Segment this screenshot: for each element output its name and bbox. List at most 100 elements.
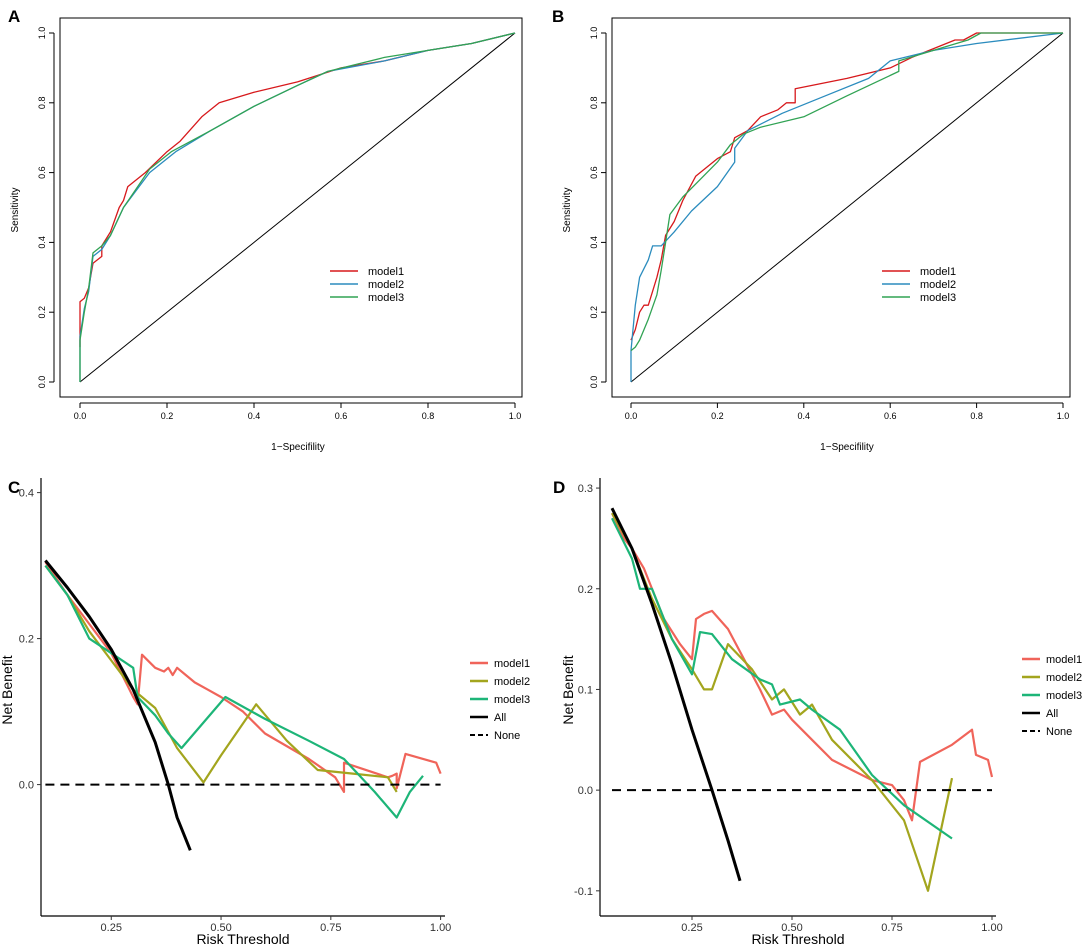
y-axis-label: Net Benefit bbox=[0, 655, 15, 724]
plot-frame bbox=[611, 17, 1071, 398]
y-axis: 0.0 0.2 0.4 bbox=[19, 478, 42, 916]
x-axis: 0.25 0.50 0.75 1.00 bbox=[41, 915, 451, 934]
x-tick-label: 0.75 bbox=[320, 922, 341, 934]
series-line-model3 bbox=[79, 32, 516, 382]
panel-letter: C bbox=[8, 478, 20, 497]
legend: model1 model2 model3 All None bbox=[470, 658, 530, 742]
x-tick-label: 1.0 bbox=[509, 411, 522, 421]
series-line-model3 bbox=[44, 564, 424, 819]
y-axis-label: Sensitivity bbox=[10, 187, 21, 232]
series-line-model2 bbox=[611, 512, 954, 892]
plot-frame bbox=[59, 17, 523, 398]
series-line-model1 bbox=[44, 561, 442, 793]
x-axis: 0.0 0.2 0.4 0.6 0.8 1.0 bbox=[625, 402, 1070, 421]
series-line-all bbox=[610, 507, 742, 882]
panel-d: D 0.25 0.50 0.75 1.00 -0.1 0.0 0.1 0.2 0.3 Risk Th… bbox=[553, 478, 1082, 947]
x-tick-label: 0.50 bbox=[781, 922, 802, 934]
x-axis-label: Risk Threshold bbox=[196, 931, 289, 947]
legend-label-model1: model1 bbox=[920, 266, 956, 278]
x-tick-label: 0.25 bbox=[101, 922, 122, 934]
y-tick-label: 0.0 bbox=[589, 376, 599, 389]
y-axis-label: Net Benefit bbox=[560, 655, 576, 724]
panel-letter: D bbox=[553, 478, 565, 497]
y-tick-label: 0.2 bbox=[19, 634, 34, 646]
y-tick-label: 0.0 bbox=[578, 785, 593, 797]
x-tick-label: 0.8 bbox=[970, 411, 983, 421]
series-line-all bbox=[44, 559, 192, 851]
x-tick-label: 0.8 bbox=[422, 411, 435, 421]
legend-label-none: None bbox=[494, 730, 520, 742]
legend-label-all: All bbox=[494, 712, 506, 724]
y-axis: 0.0 0.2 0.4 0.6 0.8 1.0 bbox=[589, 27, 607, 389]
panel-b: B 0.0 0.2 0.4 0.6 0.8 1.0 0.0 0.2 0.4 0.6 0.8 1.0 1−S… bbox=[552, 7, 1071, 453]
y-tick-label: 0.0 bbox=[37, 376, 47, 389]
legend-label-model2: model2 bbox=[494, 676, 530, 688]
x-tick-label: 1.0 bbox=[1057, 411, 1070, 421]
y-tick-label: 1.0 bbox=[37, 27, 47, 40]
y-tick-label: 0.1 bbox=[578, 684, 593, 696]
y-tick-label: 0.4 bbox=[19, 488, 34, 500]
x-tick-label: 0.6 bbox=[884, 411, 897, 421]
series-line-model1 bbox=[611, 512, 994, 822]
y-tick-label: 0.6 bbox=[589, 166, 599, 179]
y-tick-label: 0.0 bbox=[19, 780, 34, 792]
legend-label-model2: model2 bbox=[1046, 672, 1082, 684]
legend-label-model3: model3 bbox=[920, 292, 956, 304]
y-tick-label: 0.3 bbox=[578, 483, 593, 495]
x-tick-label: 0.25 bbox=[681, 922, 702, 934]
x-tick-label: 0.50 bbox=[210, 922, 231, 934]
legend-label-model2: model2 bbox=[368, 279, 404, 291]
x-tick-label: 0.4 bbox=[798, 411, 811, 421]
x-tick-label: 0.75 bbox=[881, 922, 902, 934]
reference-diagonal bbox=[630, 32, 1064, 383]
x-tick-label: 0.6 bbox=[335, 411, 348, 421]
legend-label-model2: model2 bbox=[920, 279, 956, 291]
x-axis-label: 1−Specifility bbox=[271, 442, 325, 453]
x-tick-label: 0.2 bbox=[161, 411, 174, 421]
y-tick-label: 0.4 bbox=[589, 236, 599, 249]
y-axis: -0.1 0.0 0.1 0.2 0.3 bbox=[574, 478, 601, 916]
y-tick-label: 0.8 bbox=[589, 97, 599, 110]
legend-label-none: None bbox=[1046, 726, 1072, 738]
y-axis: 0.0 0.2 0.4 0.6 0.8 1.0 bbox=[37, 27, 55, 389]
series-line-model1 bbox=[630, 32, 1063, 341]
legend-label-model1: model1 bbox=[494, 658, 530, 670]
y-tick-label: -0.1 bbox=[574, 886, 593, 898]
x-tick-label: 0.4 bbox=[248, 411, 261, 421]
legend-label-all: All bbox=[1046, 708, 1058, 720]
x-tick-label: 0.2 bbox=[711, 411, 724, 421]
y-tick-label: 0.2 bbox=[37, 306, 47, 319]
y-tick-label: 0.2 bbox=[589, 306, 599, 319]
legend-label-model1: model1 bbox=[368, 266, 404, 278]
legend-label-model1: model1 bbox=[1046, 654, 1082, 666]
y-tick-label: 0.6 bbox=[37, 166, 47, 179]
x-axis: 0.0 0.2 0.4 0.6 0.8 1.0 bbox=[74, 402, 522, 421]
y-tick-label: 0.2 bbox=[578, 584, 593, 596]
legend-label-model3: model3 bbox=[1046, 690, 1082, 702]
legend: model1 model2 model3 All None bbox=[1022, 654, 1082, 738]
panel-letter: B bbox=[552, 7, 564, 26]
series-line-model2 bbox=[630, 32, 1064, 382]
legend-label-model3: model3 bbox=[368, 292, 404, 304]
panel-a: A 0.0 0.2 0.4 0.6 0.8 1.0 0.0 0.2 0.4 0.6 0.8 1.0 1−S… bbox=[8, 7, 523, 453]
x-axis-label: Risk Threshold bbox=[751, 931, 844, 947]
y-tick-label: 1.0 bbox=[589, 27, 599, 40]
x-tick-label: 0.0 bbox=[625, 411, 638, 421]
series-line-model1 bbox=[79, 32, 516, 348]
series-line-model3 bbox=[630, 32, 1063, 352]
x-tick-label: 1.00 bbox=[430, 922, 451, 934]
reference-diagonal bbox=[79, 32, 516, 383]
x-tick-label: 1.00 bbox=[981, 922, 1002, 934]
y-axis-label: Sensitivity bbox=[562, 187, 573, 232]
panel-letter: A bbox=[8, 7, 20, 26]
y-tick-label: 0.8 bbox=[37, 97, 47, 110]
x-axis: 0.25 0.50 0.75 1.00 bbox=[600, 915, 1003, 934]
series-line-model3 bbox=[611, 517, 953, 840]
legend-label-model3: model3 bbox=[494, 694, 530, 706]
y-tick-label: 0.4 bbox=[37, 236, 47, 249]
x-tick-label: 0.0 bbox=[74, 411, 87, 421]
panel-c: C 0.25 0.50 0.75 1.00 0.0 0.2 0.4 Risk Threshold… bbox=[0, 478, 530, 947]
